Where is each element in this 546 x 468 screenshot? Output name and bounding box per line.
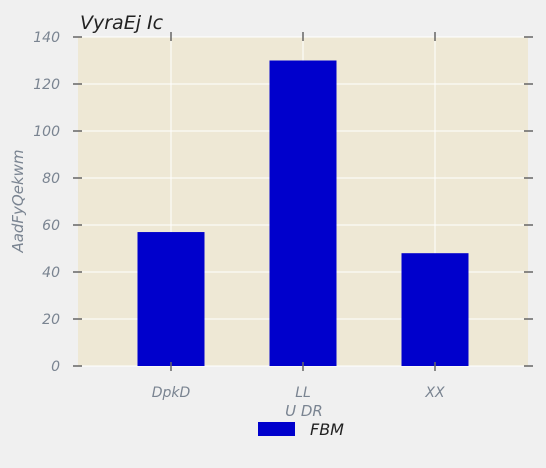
y-tick-labels: 0 20 40 60 80 100 120 140 [33, 30, 60, 375]
x-axis-label: U DR [285, 402, 323, 420]
y-axis-label: AadFyQekwm [9, 149, 27, 253]
bar-xx [401, 253, 469, 366]
y-tick-label: 0 [51, 359, 60, 375]
bar-ll [269, 60, 337, 366]
legend-label-fbm: FBM [310, 420, 344, 439]
y-tick-label: 40 [42, 265, 60, 281]
y-tick-label: 100 [33, 124, 60, 140]
y-tick-label: 80 [42, 171, 60, 187]
x-tick-label: XX [424, 385, 445, 401]
chart-title: VyraEj Ic [80, 12, 164, 34]
bars [137, 60, 469, 366]
x-tick-labels: DpkD LL XX [152, 385, 445, 401]
axis-ticks [73, 32, 533, 371]
y-tick-label: 20 [42, 312, 60, 328]
bar-dpkd [137, 232, 205, 366]
x-tick-label: DpkD [152, 385, 191, 401]
y-tick-label: 140 [33, 30, 60, 46]
x-tick-label: LL [295, 385, 311, 401]
y-tick-label: 60 [42, 218, 60, 234]
legend-swatch [258, 422, 295, 436]
y-tick-label: 120 [33, 77, 60, 93]
legend: FBM [258, 420, 344, 439]
